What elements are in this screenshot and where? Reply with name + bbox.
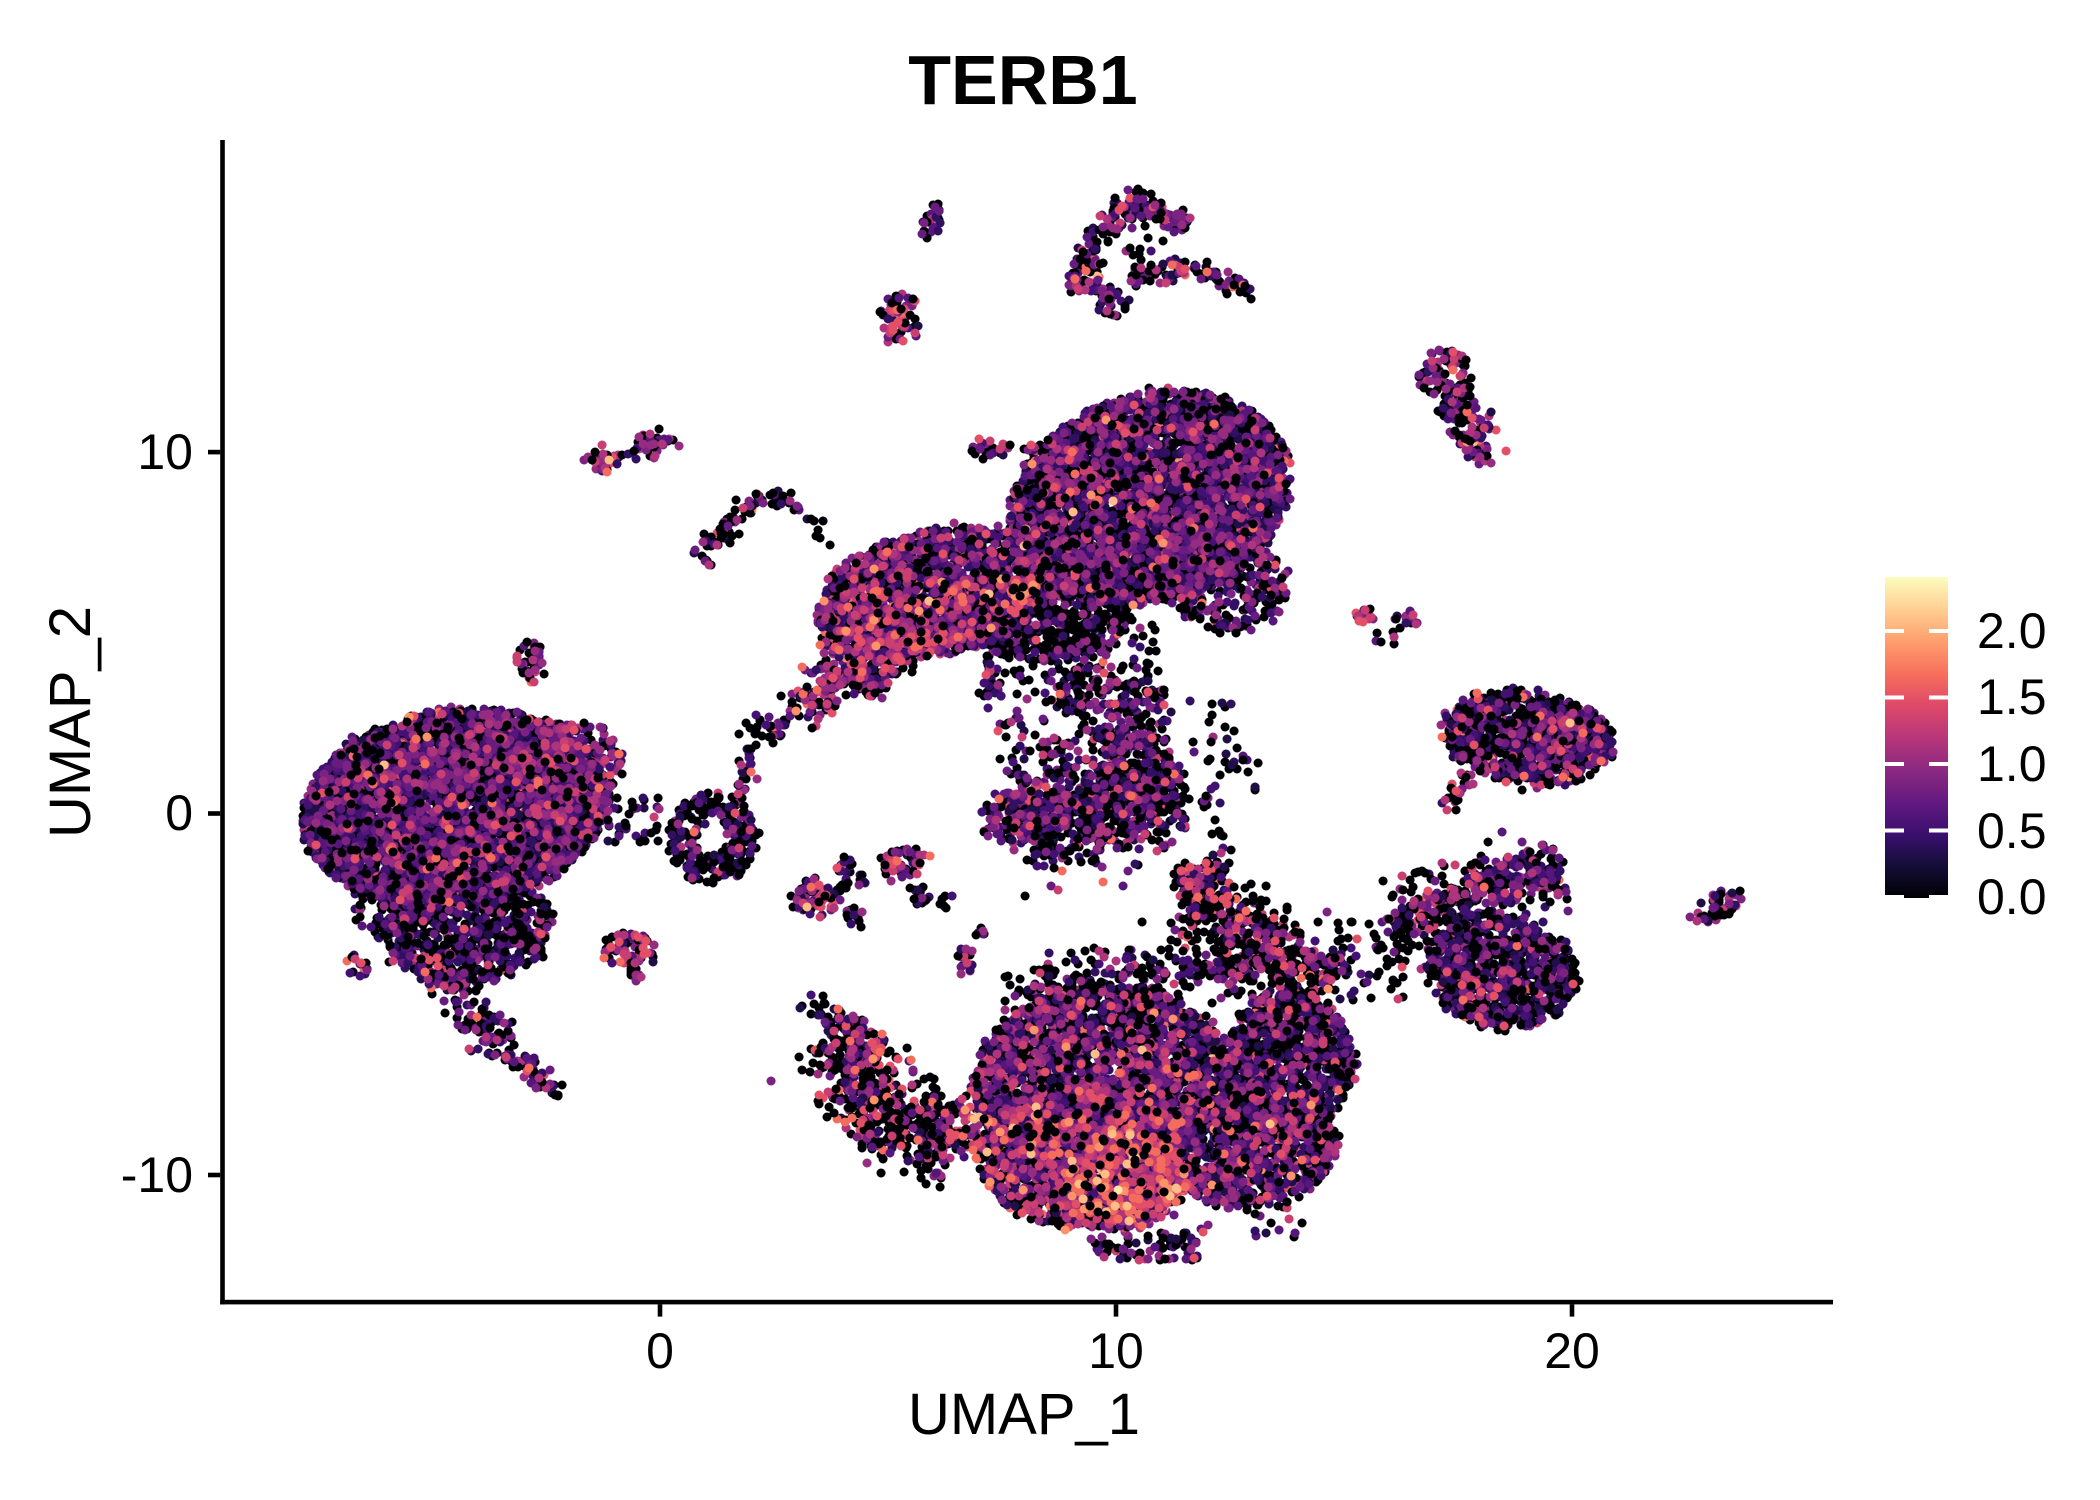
svg-text:20: 20 (1544, 1323, 1600, 1379)
svg-text:1.5: 1.5 (1977, 669, 2047, 725)
svg-text:2.0: 2.0 (1977, 603, 2047, 659)
svg-text:-10: -10 (121, 1147, 193, 1203)
svg-text:TERB1: TERB1 (908, 41, 1137, 119)
svg-text:0: 0 (165, 785, 193, 841)
svg-text:10: 10 (137, 424, 193, 480)
svg-text:10: 10 (1088, 1323, 1144, 1379)
svg-text:0: 0 (646, 1323, 674, 1379)
svg-text:0.0: 0.0 (1977, 869, 2047, 925)
svg-text:UMAP_1: UMAP_1 (908, 1382, 1140, 1447)
svg-text:UMAP_2: UMAP_2 (38, 606, 103, 838)
svg-text:0.5: 0.5 (1977, 803, 2047, 859)
svg-text:1.0: 1.0 (1977, 736, 2047, 792)
